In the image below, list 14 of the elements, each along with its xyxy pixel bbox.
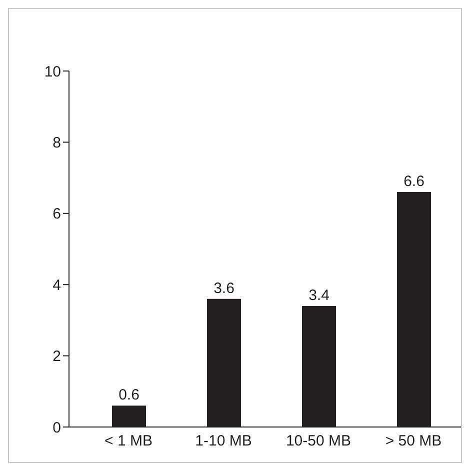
x-tick-label: > 50 MB <box>385 432 442 450</box>
y-tick-label: 2 <box>52 348 61 366</box>
data-label: 0.6 <box>118 386 140 404</box>
data-label: 6.6 <box>404 173 424 190</box>
data-label: 3.4 <box>308 286 330 304</box>
y-tick-label: 6 <box>52 206 61 223</box>
data-label: 3.6 <box>214 280 234 297</box>
x-tick-label: 10-50 MB <box>286 432 352 450</box>
y-tick-label: 8 <box>52 134 61 152</box>
y-tick-label: 10 <box>44 63 61 80</box>
x-tick-label: < 1 MB <box>104 432 152 450</box>
y-tick-label: 0 <box>52 419 61 436</box>
x-tick-label: 1-10 MB <box>195 432 252 450</box>
y-tick-label: 4 <box>52 276 61 294</box>
